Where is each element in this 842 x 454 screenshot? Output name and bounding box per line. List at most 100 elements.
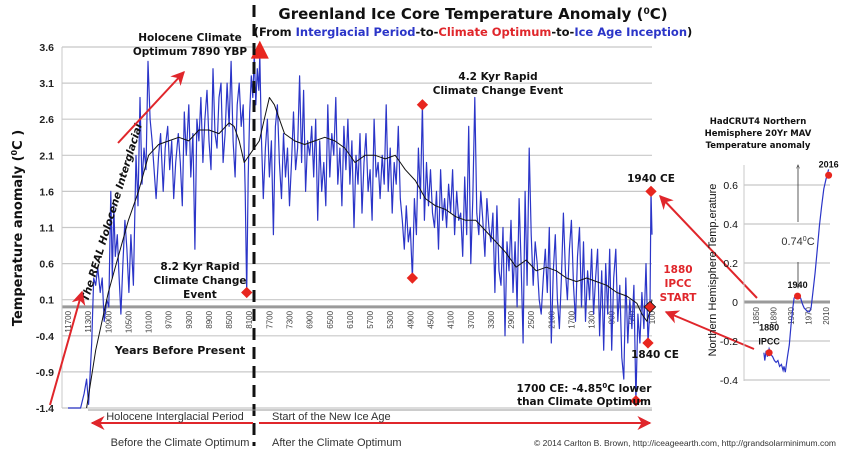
annotation-1880-ipcc-start: 1880 IPCC START [660,264,698,304]
y-tick-label: 2.1 [39,150,54,162]
x-tick-label: 8100 [245,310,254,328]
x-tick-label: 4500 [426,310,435,328]
svg-text:than Climate Optimum: than Climate Optimum [517,396,651,408]
inset-marker-label: 2016 [819,159,839,169]
x-tick-label: 4100 [447,310,456,328]
x-tick-label: 6100 [346,310,355,328]
x-tick-label: 10900 [104,310,113,333]
inset-y-tick-label: 0.6 [723,180,738,192]
x-tick-label: 100 [648,310,657,324]
x-tick-label: 3300 [487,310,496,328]
y-tick-label: 3.1 [39,78,54,90]
x-tick-label: 11700 [64,310,73,332]
svg-text:HadCRUT4 Northern: HadCRUT4 Northern [710,117,807,127]
x-tick-label: 1300 [588,310,597,328]
svg-text:IPCC: IPCC [664,278,691,290]
subtitle-part: Interglacial Period [296,25,416,39]
x-tick-label: 4900 [406,310,415,328]
inset-x-tick-label: 2010 [822,306,831,324]
svg-text:4.2 Kyr Rapid: 4.2 Kyr Rapid [458,71,537,83]
1840-ce-marker [642,337,654,349]
x-tick-label: 2500 [527,310,536,328]
inset-marker-2016 [825,171,833,179]
y-tick-label: -1.4 [36,403,54,415]
inset-x-tick-label: 1890 [770,306,779,324]
inset-y-tick-label: 0.4 [723,219,738,231]
inset-range-label: 0.740C [781,236,814,248]
svg-text:Event: Event [183,289,217,301]
8.2-kyr-event-marker [241,286,253,299]
annotation-1700-ce: 1700 CE: -4.850C lower than Climate Opti… [517,382,653,408]
y-tick-label: 0.1 [39,295,54,307]
main-x-tick-labels: 11700 11300 10900 10500 10100 9700 9300 8900 850… [64,310,657,333]
inset-y-tick-label: -0.4 [720,375,738,387]
raw-temperature-line [68,53,653,409]
1700-ce-marker [630,395,642,407]
inset-marker-label: 1880 [759,323,779,333]
inset-y-tick-label: 0.2 [723,258,738,270]
x-tick-label: 2900 [507,310,516,328]
x-tick-label: 10500 [124,310,133,333]
annotation-8-2-kyr: 8.2 Kyr Rapid Climate Change Event [153,261,246,301]
svg-text:Climate Change Event: Climate Change Event [433,85,563,97]
1880-ipcc-marker [643,300,657,314]
svg-text:Hemisphere 20Yr MAV: Hemisphere 20Yr MAV [705,129,812,139]
x-tick-label: 8900 [205,310,214,328]
y-axis-label: Temperature anomaly (0C ) [10,130,26,326]
svg-text:1880: 1880 [663,264,692,276]
x-tick-label: 5300 [386,310,395,328]
svg-text:Climate Change: Climate Change [153,275,246,287]
subtitle-part: -to- [415,25,438,39]
subtitle-part: (From [254,25,296,39]
y-tick-label: 3.6 [39,42,54,54]
svg-text:Holocene Climate: Holocene Climate [138,32,241,44]
subtitle-part: Climate Optimum [438,25,551,39]
moving-average-line [86,97,653,409]
arrow-1940 [659,194,758,299]
arrow-1880 [664,310,755,350]
x-tick-label: 6500 [326,310,335,328]
x-tick-label: 10100 [145,310,154,333]
subtitle-part: -to- [551,25,574,39]
optimum-right-label: After the Climate Optimum [272,437,402,449]
subtitle-part: Ice Age Inception [574,25,687,39]
inset-y-tick-label: -0.2 [720,336,738,348]
svg-text:START: START [660,292,698,304]
x-tick-label: 5700 [366,310,375,328]
optimum-left-label: Before the Climate Optimum [111,437,250,449]
inset-y-tick-label: 0 [732,297,738,309]
svg-text:Optimum 7890 YBP: Optimum 7890 YBP [133,46,248,58]
inset-gridlines [743,165,830,381]
inset-range-arrow: 0.740C [781,165,815,288]
inset-marker-1880 [765,349,773,357]
main-series [68,53,653,409]
y-tick-label: 2.6 [39,114,54,126]
x-tick-label: 1700 [567,310,576,328]
x-tick-label: 7300 [286,310,295,328]
y-tick-label: -0.9 [36,367,54,379]
y-tick-label: 1.1 [39,223,54,235]
annotation-arrows [49,70,758,430]
copyright: © 2014 Carlton B. Brown, http://iceageea… [534,438,836,448]
4.2-kyr-low-marker [406,272,419,284]
inset-y-axis-label: Northern Hemisphere Temp.erature [707,184,719,357]
svg-text:Temperature anomaly: Temperature anomaly [706,141,811,151]
y-tick-label: 0.6 [39,259,54,271]
annotation-1940-ce: 1940 CE [627,173,675,185]
inset-marker-1940 [794,292,802,300]
period-left-label: Holocene Interglacial Period [106,411,244,423]
inset-markers: 1880 IPCC 1940 2016 [758,159,839,357]
y-tick-label: -0.4 [36,331,54,343]
inset-y-tick-labels: 0.6 0.4 0.2 0 -0.2 -0.4 [720,180,738,387]
inset-marker-sublabel: IPCC [758,337,780,347]
annotation-1840-ce: 1840 CE [631,349,679,361]
inset-temperature-line [763,169,830,373]
inset-x-tick-label: 1970 [805,306,814,324]
inset-x-tick-label: 1850 [752,306,761,324]
inset-marker-label: 1940 [788,280,808,290]
main-gridlines [61,46,652,409]
y-tick-label: 1.6 [39,186,54,198]
period-right-label: Start of the New Ice Age [272,411,391,423]
arrow-optimum [117,70,185,144]
